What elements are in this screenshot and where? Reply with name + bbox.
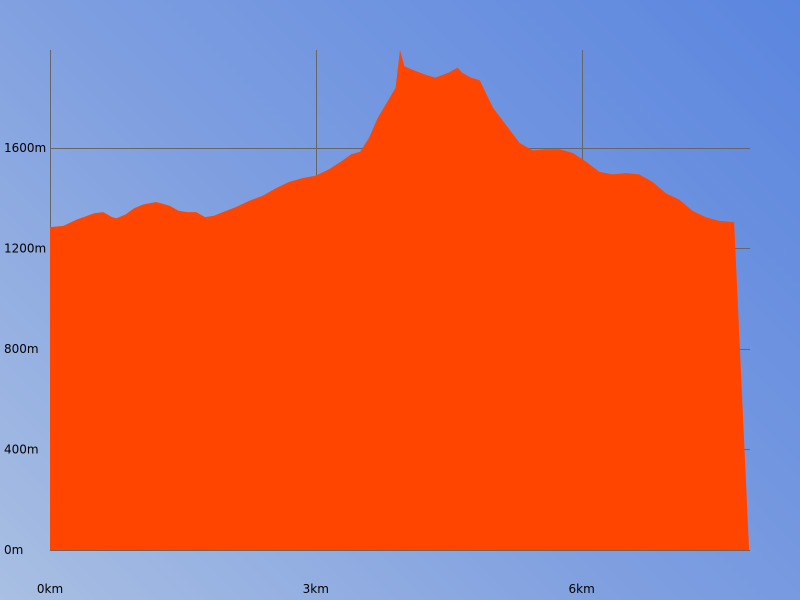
y-tick-label-800: 800m [4, 342, 39, 356]
y-tick-label-1200: 1200m [4, 241, 46, 255]
x-axis-tick-labels: 0km 3km 6km [37, 582, 595, 596]
y-tick-label-400: 400m [4, 442, 39, 456]
x-tick-label-3: 3km [303, 582, 329, 596]
y-tick-label-1600: 1600m [4, 141, 46, 155]
elevation-area [50, 50, 750, 550]
y-axis-tick-labels: 0m 400m 800m 1200m 1600m [4, 141, 46, 557]
y-tick-label-0: 0m [4, 543, 23, 557]
x-tick-label-6: 6km [569, 582, 595, 596]
x-tick-label-0: 0km [37, 582, 63, 596]
